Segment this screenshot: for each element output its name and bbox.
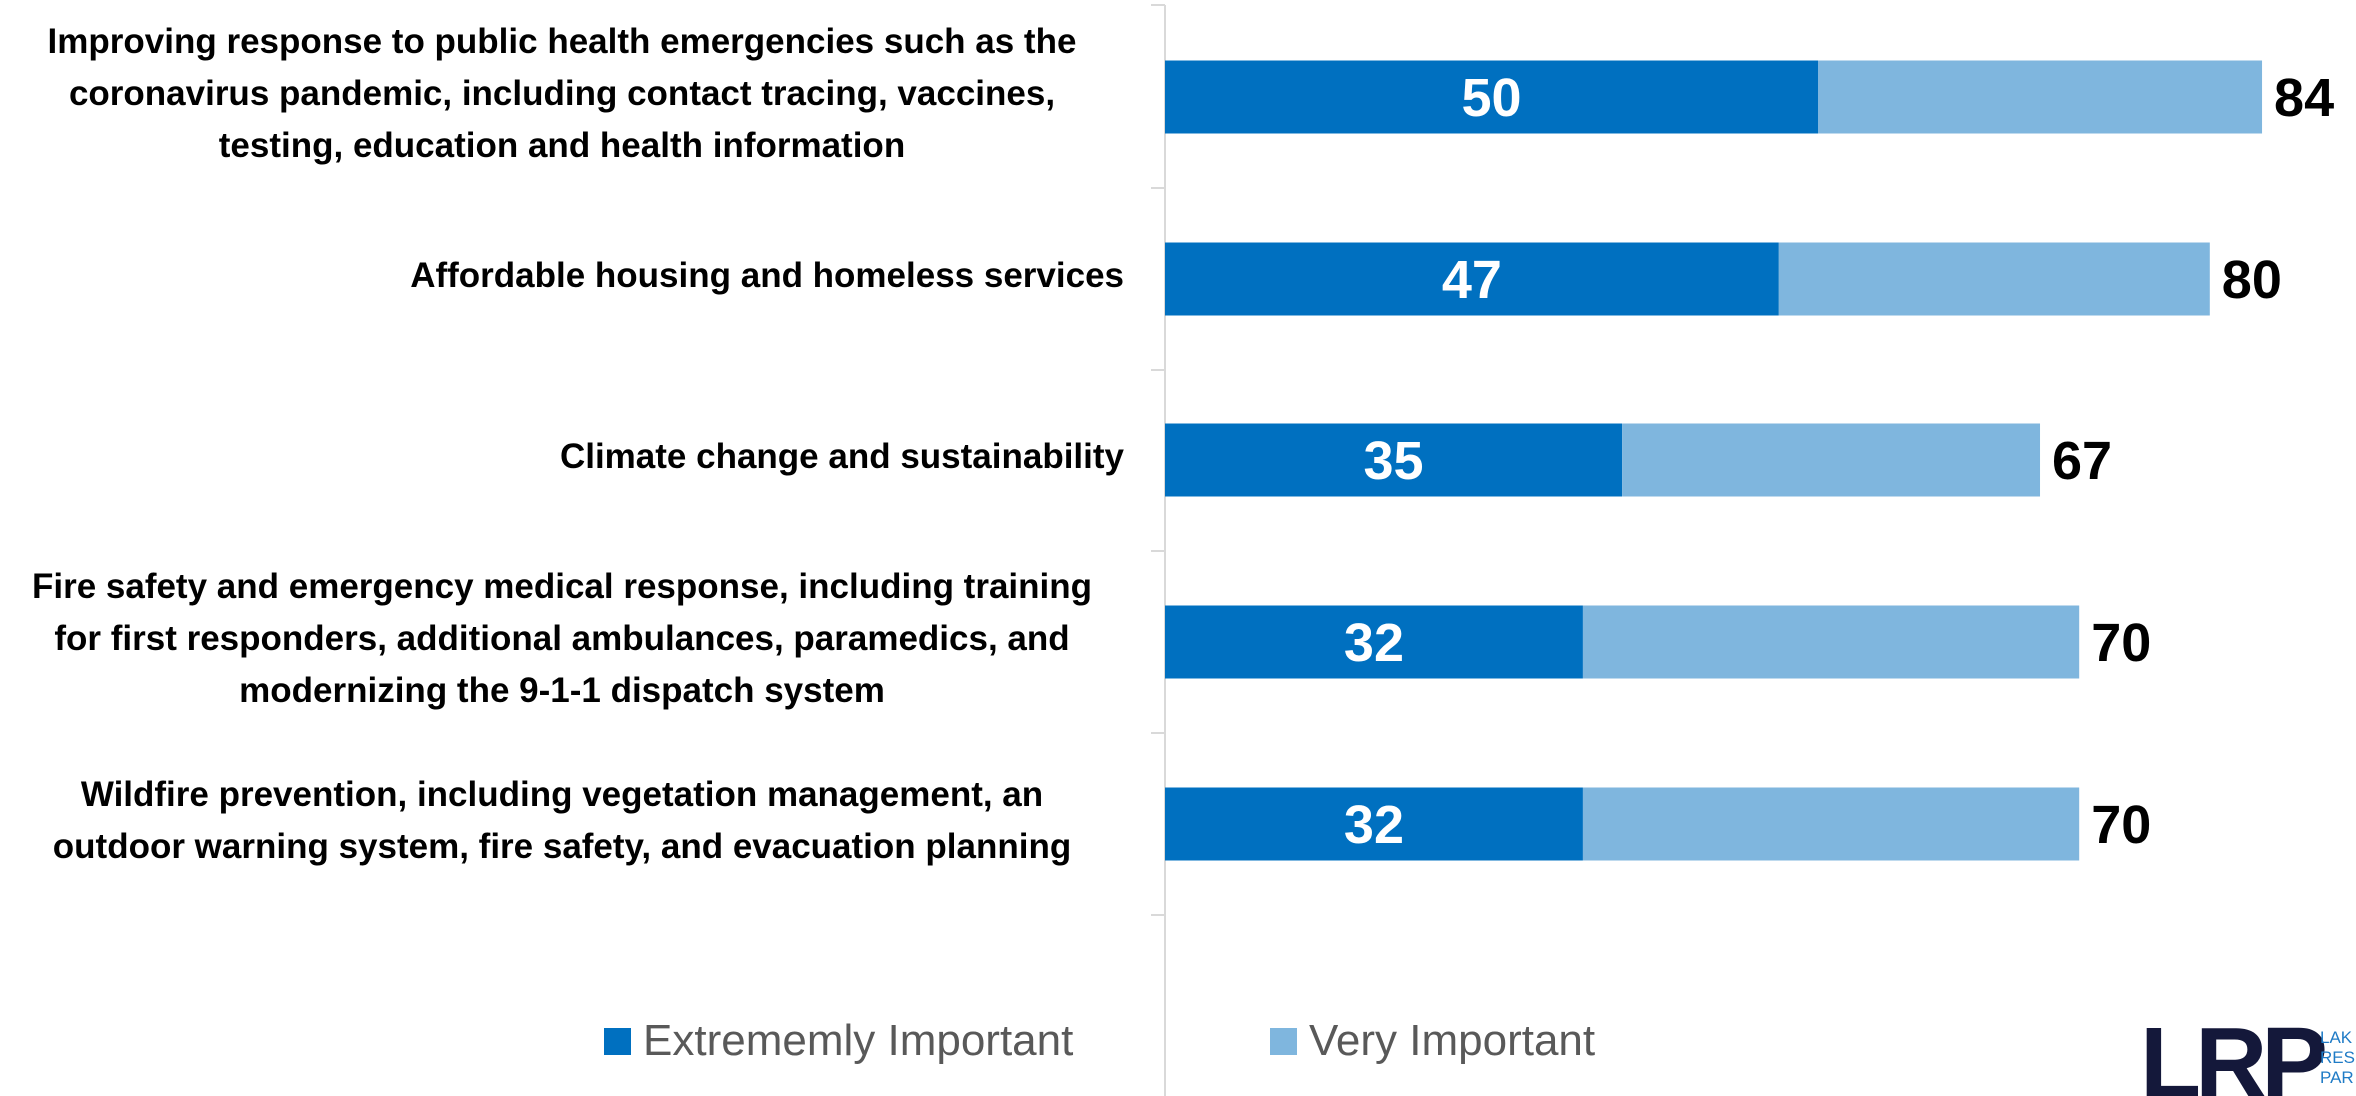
legend-item-very: Very Important bbox=[1270, 1013, 1595, 1069]
data-label-extremely: 35 bbox=[1364, 431, 1424, 491]
logo-text: LAK RES PAR bbox=[2320, 1028, 2355, 1088]
data-label-extremely: 32 bbox=[1344, 613, 1404, 673]
data-label-total: 67 bbox=[2052, 431, 2112, 491]
data-label-total: 70 bbox=[2091, 613, 2151, 673]
data-label-total: 80 bbox=[2222, 250, 2282, 310]
category-label-line: Affordable housing and homeless services bbox=[410, 256, 1124, 295]
category-label: Affordable housing and homeless services bbox=[0, 250, 1124, 302]
legend-label-extremely: Extrememly Important bbox=[643, 1016, 1074, 1065]
category-label-line: Wildfire prevention, including vegetatio… bbox=[80, 775, 1044, 814]
bar-very-important bbox=[1622, 423, 2041, 497]
category-label-line: coronavirus pandemic, including contact … bbox=[68, 74, 1056, 113]
bar-extremely-important bbox=[1165, 242, 1779, 316]
logo-text-line: PAR bbox=[2320, 1068, 2354, 1087]
legend-swatch-very bbox=[1270, 1027, 1297, 1055]
data-label-total: 70 bbox=[2091, 795, 2151, 855]
logo: LRP LAK RES PAR bbox=[2140, 1010, 2356, 1096]
category-label-line: Fire safety and emergency medical respon… bbox=[31, 567, 1093, 606]
data-label-total: 84 bbox=[2274, 68, 2334, 128]
category-label-line: for first responders, additional ambulan… bbox=[54, 619, 1070, 658]
bars: 50 84 47 80 35 67 32 70 32 70 bbox=[1165, 60, 2334, 861]
bar-extremely-important bbox=[1165, 423, 1623, 497]
bar-extremely-important bbox=[1165, 787, 1583, 861]
data-label-extremely: 32 bbox=[1344, 795, 1404, 855]
legend-label-very: Very Important bbox=[1309, 1016, 1596, 1065]
bar-extremely-important bbox=[1165, 60, 1818, 134]
logo-text-line: RES bbox=[2320, 1048, 2355, 1067]
bar-very-important bbox=[1778, 242, 2210, 316]
category-label-line: testing, education and health informatio… bbox=[218, 126, 906, 165]
category-label-line: Climate change and sustainability bbox=[559, 437, 1124, 476]
category-label: Fire safety and emergency medical respon… bbox=[0, 561, 1124, 717]
category-label: Improving response to public health emer… bbox=[0, 16, 1124, 172]
bar-very-important bbox=[1818, 60, 2263, 134]
logo-text-line: LAK bbox=[2320, 1028, 2353, 1047]
legend-swatch-extremely bbox=[604, 1027, 631, 1055]
data-label-extremely: 47 bbox=[1442, 250, 1502, 310]
bar-very-important bbox=[1582, 787, 2080, 861]
category-label: Climate change and sustainability bbox=[0, 431, 1124, 483]
bar-very-important bbox=[1582, 605, 2080, 679]
axis-ticks bbox=[1151, 4, 1165, 916]
bar-extremely-important bbox=[1165, 605, 1583, 679]
legend-item-extremely: Extrememly Important bbox=[604, 1013, 1073, 1069]
category-label-line: outdoor warning system, fire safety, and… bbox=[52, 827, 1072, 866]
data-label-extremely: 50 bbox=[1461, 68, 1521, 128]
category-label: Wildfire prevention, including vegetatio… bbox=[0, 769, 1124, 873]
category-label-line: modernizing the 9-1-1 dispatch system bbox=[239, 671, 885, 710]
logo-mark: LRP bbox=[2140, 1010, 2328, 1096]
category-label-line: Improving response to public health emer… bbox=[47, 22, 1077, 61]
